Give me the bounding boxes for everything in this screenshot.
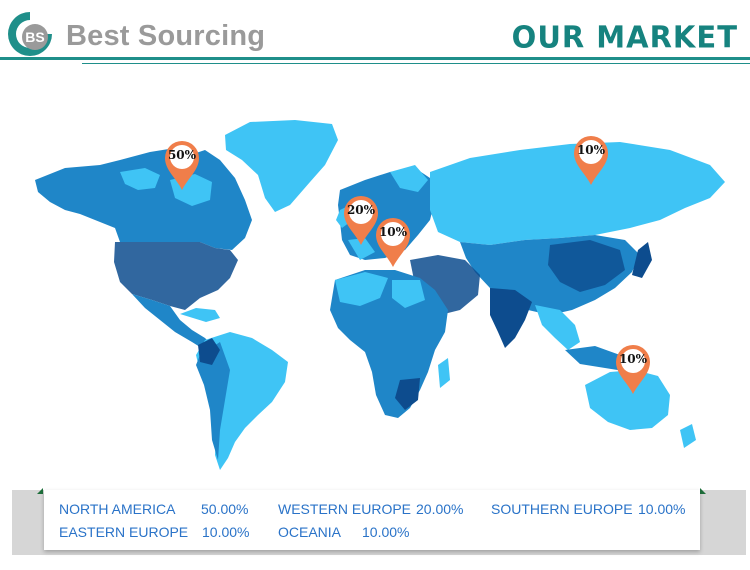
map-pin-icon [574,136,608,185]
map-pin-western-europe[interactable]: 20% [341,195,381,247]
legend-name-north-america: NORTH AMERICA [59,501,176,517]
legend-value-southern-europe: 10.00% [638,501,686,517]
legend-name-western-europe: WESTERN EUROPE [278,501,412,517]
map-pin-label: 50% [167,148,197,162]
map-pin-oceania[interactable]: 10% [613,344,653,396]
legend-name-oceania: OCEANIA [278,524,342,540]
legend-name-eastern-europe: EASTERN EUROPE [59,524,189,540]
legend-value-north-america: 50.00% [201,501,249,517]
page-title: OUR MARKET [511,19,738,55]
legend-value-oceania: 10.00% [362,524,410,540]
legend-name-southern-europe: SOUTHERN EUROPE [491,501,633,517]
map-pin-label: 10% [618,352,648,366]
map-pin-southern-europe[interactable]: 10% [373,217,413,269]
legend-corner [37,488,43,494]
map-pin-label: 10% [378,225,408,239]
legend-corner [700,488,706,494]
greenland [225,120,338,212]
map-pin-eastern-europe[interactable]: 10% [571,135,611,187]
logo-icon: BS [8,12,52,56]
australia [585,370,670,430]
map-pin-icon [616,345,650,394]
map-pin-icon [376,218,410,267]
brand-name: Best Sourcing [66,20,266,52]
map-pin-label: 20% [346,203,376,217]
india [490,288,532,348]
map-pin-icon [344,196,378,245]
world-map [35,120,725,470]
map-pin-label: 10% [576,143,606,157]
russia [430,142,725,245]
map-pin-north-america[interactable]: 50% [162,140,202,192]
legend-value-western-europe: 20.00% [416,501,464,517]
header-divider-thin [82,63,750,64]
market-legend [44,490,700,550]
legend-value-eastern-europe: 10.00% [202,524,250,540]
logo-text: BS [25,29,44,45]
north-america-north [35,148,252,250]
mexico [132,294,215,352]
header-divider [0,57,750,60]
map-pin-icon [165,141,199,190]
usa [114,242,238,310]
